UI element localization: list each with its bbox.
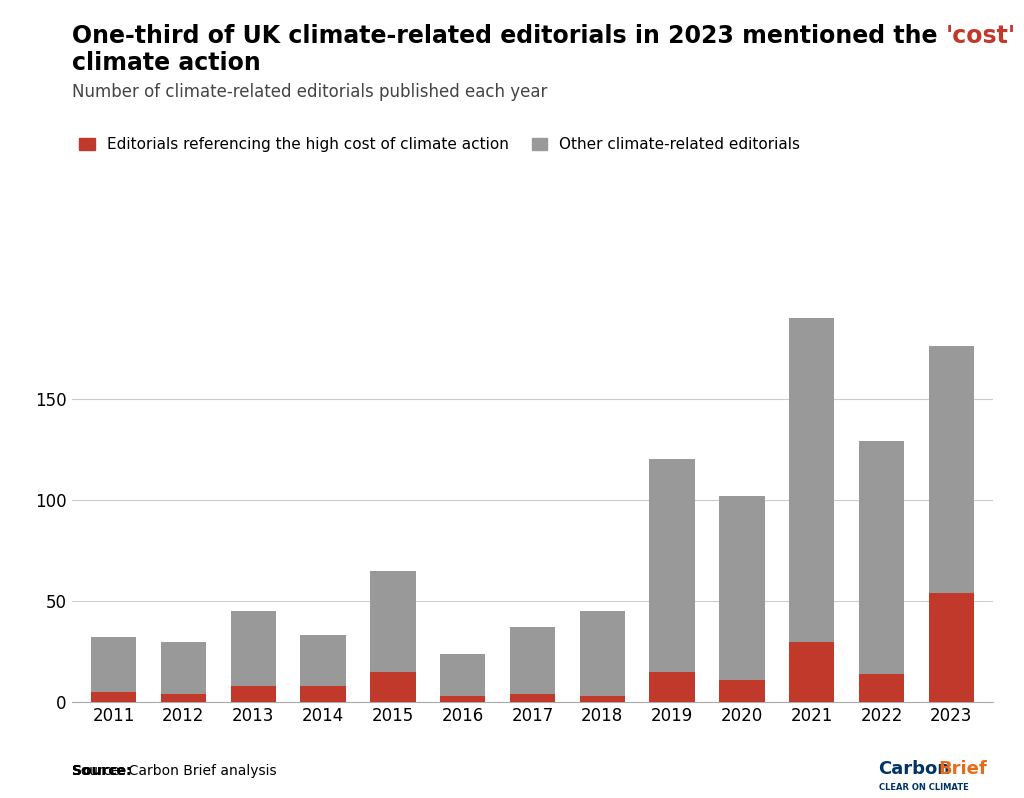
Bar	[370, 672, 416, 702]
Bar	[370, 571, 416, 672]
Bar	[790, 318, 835, 642]
Bar	[440, 654, 485, 696]
Text: Brief: Brief	[938, 760, 987, 778]
Bar	[929, 346, 974, 593]
Text: of taking: of taking	[1016, 24, 1024, 48]
Bar	[300, 635, 346, 686]
Text: CLEAR ON CLIMATE: CLEAR ON CLIMATE	[879, 783, 969, 792]
Text: One-third of UK climate-related editorials in 2023 mentioned the: One-third of UK climate-related editoria…	[72, 24, 945, 48]
Bar	[91, 638, 136, 692]
Legend: Editorials referencing the high cost of climate action, Other climate-related ed: Editorials referencing the high cost of …	[79, 137, 800, 152]
Text: 'cost': 'cost'	[945, 24, 1016, 48]
Bar	[510, 694, 555, 702]
Text: Number of climate-related editorials published each year: Number of climate-related editorials pub…	[72, 83, 547, 101]
Bar	[719, 680, 765, 702]
Bar	[510, 627, 555, 694]
Bar	[161, 642, 206, 694]
Bar	[649, 460, 695, 672]
Bar	[580, 611, 625, 696]
Text: Source:: Source:	[72, 764, 131, 778]
Text: Carbon: Carbon	[879, 760, 950, 778]
Bar	[580, 696, 625, 702]
Bar	[719, 496, 765, 680]
Bar	[161, 694, 206, 702]
Bar	[649, 672, 695, 702]
Bar	[300, 686, 346, 702]
Bar	[440, 696, 485, 702]
Bar	[859, 441, 904, 674]
Bar	[859, 674, 904, 702]
Bar	[790, 642, 835, 702]
Text: Source:: Source:	[72, 764, 131, 778]
Bar	[91, 692, 136, 702]
Bar	[929, 593, 974, 702]
Bar	[230, 611, 275, 686]
Bar	[230, 686, 275, 702]
Text: climate action: climate action	[72, 51, 260, 75]
Text: Source: Carbon Brief analysis: Source: Carbon Brief analysis	[72, 764, 276, 778]
